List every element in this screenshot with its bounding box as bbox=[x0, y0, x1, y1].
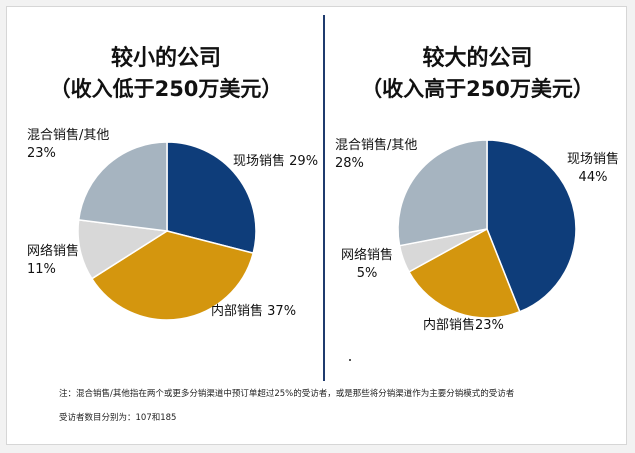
right-chart-subtitle: （收入高于250万美元） bbox=[361, 77, 594, 101]
left-label-inside: 内部销售 37% bbox=[211, 303, 296, 321]
left-label-mixed-name: 混合销售/其他 bbox=[27, 128, 110, 143]
right-label-mixed-value: 28% bbox=[335, 156, 364, 171]
left-label-field-value: 29% bbox=[289, 154, 319, 169]
left-label-field-name: 现场销售 bbox=[233, 154, 286, 169]
sample-size-note: 受访者数目分别为：107和185 bbox=[59, 413, 177, 423]
right-panel: 较大的公司 （收入高于250万美元） 混合销售/其他 28% 现场销售 44% … bbox=[327, 7, 628, 379]
footnote: 注：混合销售/其他指在两个或更多分销渠道中预订单超过25%的受访者，或是那些将分… bbox=[59, 389, 515, 399]
right-label-web-value: 5% bbox=[356, 266, 378, 281]
left-slice-mixed-other bbox=[77, 141, 168, 232]
left-label-web: 网络销售 11% bbox=[27, 243, 79, 279]
right-label-field: 现场销售 44% bbox=[567, 151, 619, 187]
right-slice-inside-sales bbox=[407, 227, 521, 319]
left-label-inside-value: 37% bbox=[267, 304, 297, 319]
left-label-web-name: 网络销售 bbox=[27, 244, 80, 259]
stray-dot bbox=[349, 359, 351, 361]
right-label-inside: 内部销售23% bbox=[423, 317, 504, 335]
left-panel: 较小的公司 （收入低于250万美元） 混合销售/其他 23% 现场销售 29% … bbox=[7, 7, 325, 379]
left-label-inside-name: 内部销售 bbox=[211, 304, 264, 319]
left-label-web-value: 11% bbox=[27, 262, 56, 277]
right-label-inside-name: 内部销售 bbox=[423, 318, 476, 333]
right-slice-field-sales bbox=[486, 139, 577, 313]
left-chart-subtitle: （收入低于250万美元） bbox=[49, 77, 283, 101]
right-label-web-name: 网络销售 bbox=[341, 248, 394, 263]
left-label-field: 现场销售 29% bbox=[233, 153, 318, 171]
panel-divider bbox=[323, 15, 325, 381]
left-label-mixed: 混合销售/其他 23% bbox=[27, 127, 109, 163]
right-pie-chart bbox=[397, 139, 577, 319]
left-pie-chart bbox=[77, 141, 257, 321]
right-label-inside-value: 23% bbox=[475, 318, 504, 333]
left-label-mixed-value: 23% bbox=[27, 146, 56, 161]
right-slice-mixed-other bbox=[397, 139, 488, 247]
left-chart-title: 较小的公司 bbox=[110, 46, 221, 71]
right-label-mixed: 混合销售/其他 28% bbox=[335, 137, 417, 173]
right-label-field-name: 现场销售 bbox=[567, 152, 620, 167]
right-chart-title: 较大的公司 bbox=[422, 46, 533, 71]
figure-frame: 较小的公司 （收入低于250万美元） 混合销售/其他 23% 现场销售 29% … bbox=[6, 6, 627, 445]
left-slice-field-sales bbox=[166, 141, 257, 255]
right-label-web: 网络销售 5% bbox=[341, 247, 393, 283]
right-label-field-value: 44% bbox=[578, 170, 608, 185]
right-label-mixed-name: 混合销售/其他 bbox=[335, 138, 418, 153]
